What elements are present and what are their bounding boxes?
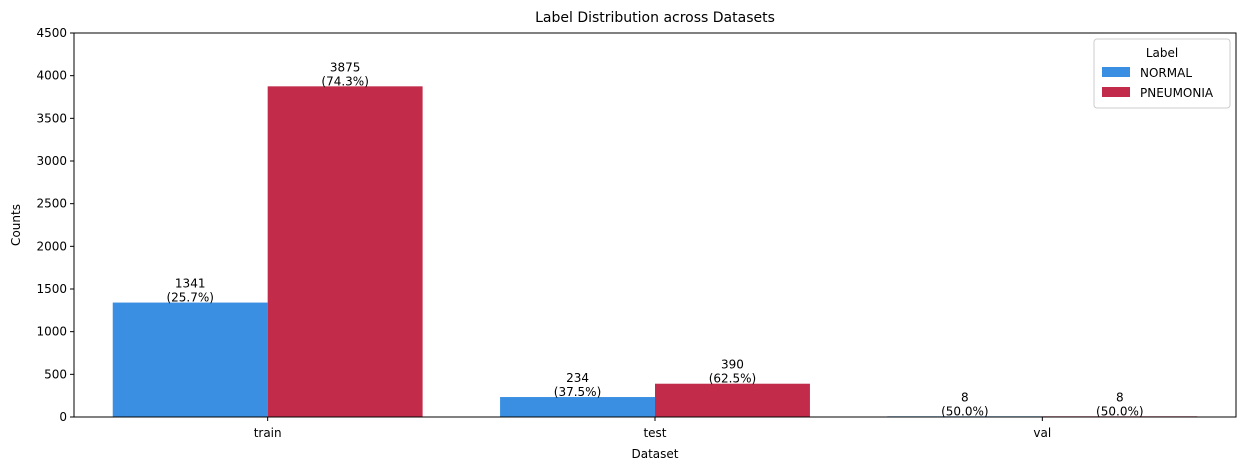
- y-tick-label: 4500: [36, 26, 67, 40]
- y-tick-label: 1500: [36, 282, 67, 296]
- data-label-percent: (62.5%): [709, 372, 756, 386]
- legend-swatch-pneumonia: [1102, 87, 1130, 97]
- x-tick-label-test: test: [643, 426, 666, 440]
- legend-entry-pneumonia: PNEUMONIA: [1140, 86, 1214, 100]
- data-label-count: 8: [1116, 390, 1124, 404]
- data-label-percent: (37.5%): [554, 385, 601, 399]
- data-label-percent: (50.0%): [941, 404, 988, 418]
- y-axis-label: Counts: [9, 204, 23, 246]
- data-label-percent: (25.7%): [166, 291, 213, 305]
- y-tick-label: 3000: [36, 154, 67, 168]
- data-label-percent: (74.3%): [321, 74, 368, 88]
- data-label-count: 8: [961, 390, 969, 404]
- legend: Label NORMAL PNEUMONIA: [1093, 38, 1231, 109]
- y-tick-label: 0: [59, 410, 67, 424]
- plot-area: 0 500 1000 1500 2000 2500 3000 3500 4000 4500 trai…: [36, 26, 1237, 440]
- y-tick-label: 4000: [36, 69, 67, 83]
- bar-pneumonia-test: [655, 383, 810, 417]
- legend-entry-normal: NORMAL: [1140, 66, 1192, 80]
- y-tick-label: 1000: [36, 325, 67, 339]
- data-label-count: 234: [566, 371, 589, 385]
- legend-swatch-normal: [1102, 67, 1130, 77]
- bar-normal-test: [500, 397, 655, 417]
- data-label-percent: (50.0%): [1096, 404, 1143, 418]
- data-label-count: 3875: [330, 60, 361, 74]
- data-label-count: 390: [721, 358, 744, 372]
- plot-frame: [73, 32, 1237, 418]
- chart-title: Label Distribution across Datasets: [535, 10, 775, 26]
- x-axis-label: Dataset: [632, 447, 679, 461]
- data-label-count: 1341: [175, 277, 206, 291]
- x-tick-label-val: val: [1033, 426, 1051, 440]
- x-tick-label-train: train: [254, 426, 282, 440]
- y-tick-label: 500: [44, 367, 67, 381]
- y-tick-label: 2000: [36, 239, 67, 253]
- legend-title: Label: [1146, 46, 1178, 60]
- bar-pneumonia-train: [267, 86, 423, 417]
- bar-normal-train: [112, 302, 268, 417]
- y-tick-label: 3500: [36, 111, 67, 125]
- y-tick-label: 2500: [36, 197, 67, 211]
